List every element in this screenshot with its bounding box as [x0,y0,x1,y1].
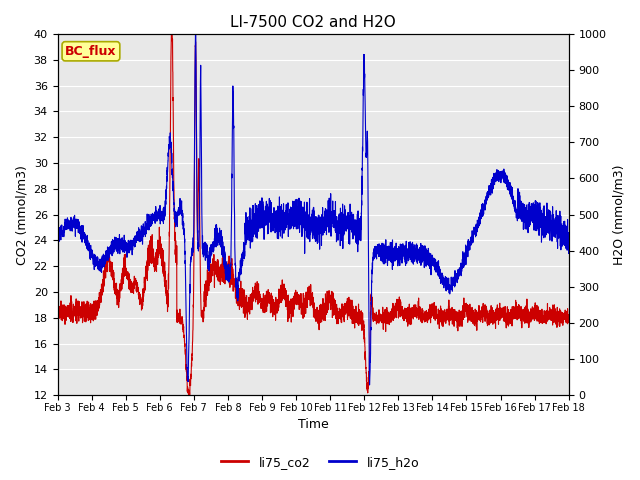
li75_h2o [518,217,525,223]
Line: li75_co2: li75_co2 [58,34,569,395]
li75_h2o [365,382,373,388]
li75_co2 [54,313,61,319]
li75_co2 [115,305,122,311]
li75_h2o [54,237,61,242]
li75_h2o [250,233,257,239]
Legend: li75_co2, li75_h2o: li75_co2, li75_h2o [216,451,424,474]
Y-axis label: H2O (mmol/m3): H2O (mmol/m3) [612,164,625,265]
X-axis label: Time: Time [298,419,328,432]
Y-axis label: CO2 (mmol/m3): CO2 (mmol/m3) [15,165,28,264]
Line: li75_h2o: li75_h2o [58,34,569,385]
li75_h2o [374,245,381,251]
li75_co2 [515,313,523,319]
li75_h2o [515,192,523,198]
li75_co2 [185,392,193,398]
li75_co2 [538,318,546,324]
li75_co2 [168,31,175,37]
li75_h2o [115,236,122,241]
Title: LI-7500 CO2 and H2O: LI-7500 CO2 and H2O [230,15,396,30]
li75_co2 [250,298,257,304]
li75_h2o [191,31,199,37]
li75_co2 [565,313,573,319]
li75_co2 [374,312,381,318]
Text: BC_flux: BC_flux [65,45,116,58]
li75_co2 [518,310,525,316]
li75_h2o [565,245,573,251]
li75_h2o [538,217,546,223]
